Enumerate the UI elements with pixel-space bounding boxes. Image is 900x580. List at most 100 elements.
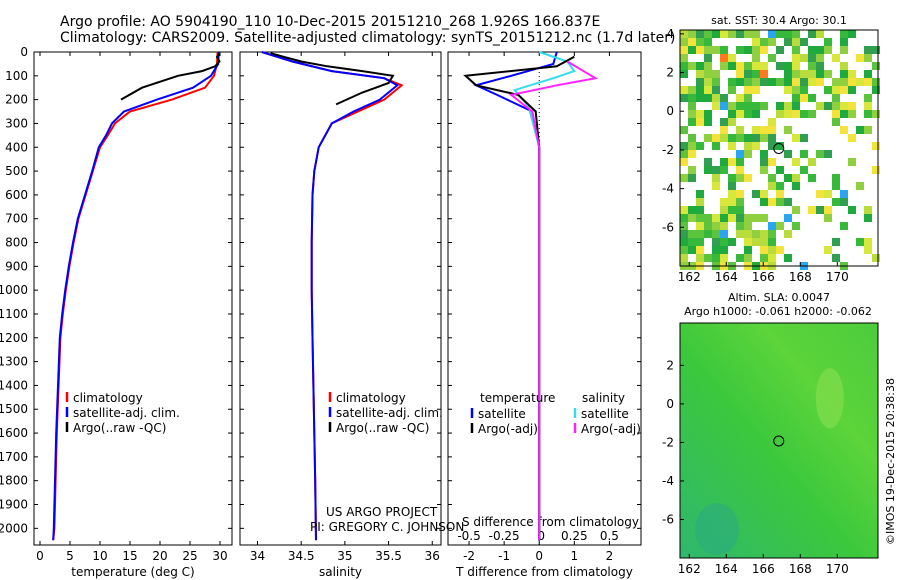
sst-cell bbox=[768, 230, 776, 238]
map-y-tick-label: 2 bbox=[666, 66, 674, 80]
sst-cell bbox=[688, 94, 696, 102]
series-temperature-1 bbox=[52, 51, 220, 541]
series-salinity-1 bbox=[261, 51, 400, 541]
sst-cell bbox=[824, 214, 832, 222]
sst-cell bbox=[872, 254, 880, 262]
sst-cell bbox=[792, 62, 800, 70]
x-tick-label: 34 bbox=[250, 549, 265, 563]
sst-cell bbox=[688, 38, 696, 46]
sst-cell bbox=[704, 30, 712, 38]
sst-cell bbox=[728, 190, 736, 198]
map-frame-sla bbox=[679, 322, 879, 559]
sst-cell bbox=[784, 126, 792, 134]
sst-cell bbox=[744, 174, 752, 182]
sst-cell bbox=[768, 222, 776, 230]
map-x-tick-label: 168 bbox=[789, 562, 812, 576]
sst-cell bbox=[784, 174, 792, 182]
sst-cell bbox=[720, 126, 728, 134]
sst-cell bbox=[704, 118, 712, 126]
map-y-tick-label: -2 bbox=[662, 435, 674, 449]
sst-cell bbox=[704, 230, 712, 238]
sst-cell bbox=[784, 86, 792, 94]
panel-frame-salinity bbox=[239, 51, 442, 546]
sst-cell bbox=[696, 78, 704, 86]
sst-cell bbox=[744, 102, 752, 110]
sst-cell bbox=[688, 206, 696, 214]
sst-cell bbox=[712, 142, 720, 150]
x-tick-label: 35.5 bbox=[375, 549, 402, 563]
x-axis-label-difference: T difference from climatology bbox=[455, 565, 633, 579]
sst-cell bbox=[824, 102, 832, 110]
sst-cell bbox=[680, 158, 688, 166]
sst-cell bbox=[824, 70, 832, 78]
sst-cell bbox=[736, 46, 744, 54]
legend-title-temperature: temperature bbox=[480, 391, 555, 405]
sst-cell bbox=[752, 110, 760, 118]
imos-watermark: ©IMOS 19-Dec-2015 20:38:38 bbox=[884, 378, 897, 545]
sst-cell bbox=[688, 30, 696, 38]
sst-cell bbox=[688, 102, 696, 110]
sst-cell bbox=[728, 54, 736, 62]
sst-cell bbox=[736, 150, 744, 158]
sst-cell bbox=[776, 62, 784, 70]
sst-cell bbox=[800, 110, 808, 118]
sst-cell bbox=[752, 62, 760, 70]
sst-cell bbox=[712, 174, 720, 182]
sst-cell bbox=[816, 190, 824, 198]
title-line-1: Argo profile: AO 5904190_110 10-Dec-2015… bbox=[60, 14, 601, 30]
sst-cell bbox=[752, 78, 760, 86]
sst-cell bbox=[872, 142, 880, 150]
sst-cell bbox=[728, 182, 736, 190]
sst-cell bbox=[752, 230, 760, 238]
series-difference-1 bbox=[512, 51, 576, 541]
sst-cell bbox=[688, 110, 696, 118]
sst-cell bbox=[864, 238, 872, 246]
sst-cell bbox=[736, 94, 744, 102]
sst-cell bbox=[688, 142, 696, 150]
map-title-sst: sat. SST: 30.4 Argo: 30.1 bbox=[711, 14, 847, 27]
depth-tick-label: 1700 bbox=[0, 450, 28, 464]
sst-cell bbox=[824, 86, 832, 94]
sst-cell bbox=[736, 230, 744, 238]
sst-cell bbox=[728, 102, 736, 110]
sst-cell bbox=[680, 70, 688, 78]
s-tick-label: -0.5 bbox=[457, 529, 480, 543]
sst-cell bbox=[840, 126, 848, 134]
sst-cell bbox=[704, 78, 712, 86]
sst-cell bbox=[744, 150, 752, 158]
sst-cell bbox=[696, 62, 704, 70]
sst-cell bbox=[752, 190, 760, 198]
sst-cell bbox=[712, 46, 720, 54]
sst-cell bbox=[696, 198, 704, 206]
sst-cell bbox=[824, 38, 832, 46]
sst-cell bbox=[720, 54, 728, 62]
sst-cell bbox=[768, 38, 776, 46]
sst-cell bbox=[728, 206, 736, 214]
sst-cell bbox=[768, 126, 776, 134]
sst-cell bbox=[704, 134, 712, 142]
sst-cell bbox=[744, 134, 752, 142]
legend-entry: satellite-adj. clim. bbox=[73, 406, 180, 420]
sst-cell bbox=[840, 198, 848, 206]
sst-cell bbox=[744, 222, 752, 230]
sst-cell bbox=[800, 150, 808, 158]
s-tick-label: 0.25 bbox=[561, 529, 588, 543]
sst-cell bbox=[744, 30, 752, 38]
sst-cell bbox=[744, 78, 752, 86]
depth-tick-label: 200 bbox=[5, 93, 28, 107]
sst-cell bbox=[680, 94, 688, 102]
sst-cell bbox=[752, 102, 760, 110]
sst-cell bbox=[856, 54, 864, 62]
sst-cell bbox=[816, 54, 824, 62]
sst-cell bbox=[720, 198, 728, 206]
series-difference-2 bbox=[463, 55, 575, 541]
sst-cell bbox=[688, 62, 696, 70]
sst-cell bbox=[840, 86, 848, 94]
map-y-tick-label: -6 bbox=[662, 512, 674, 526]
sst-cell bbox=[752, 54, 760, 62]
sst-cell bbox=[696, 118, 704, 126]
sst-cell bbox=[864, 246, 872, 254]
sst-cell bbox=[768, 118, 776, 126]
sst-cell bbox=[872, 110, 880, 118]
sst-cell bbox=[776, 246, 784, 254]
